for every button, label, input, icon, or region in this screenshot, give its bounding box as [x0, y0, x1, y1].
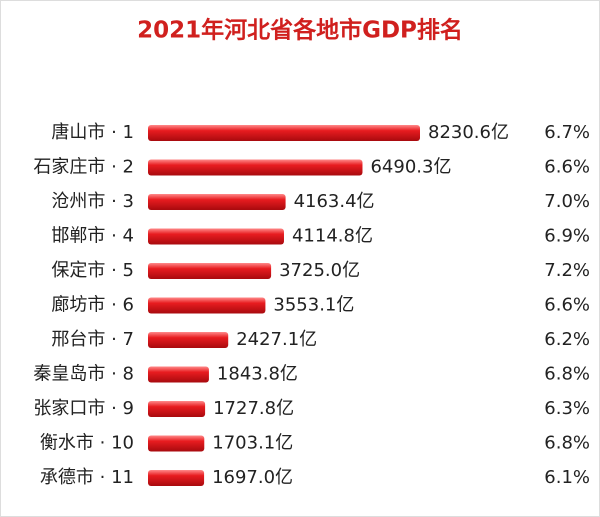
category-label: 沧州市 · 3	[51, 191, 134, 212]
value-label: 1697.0亿	[212, 467, 293, 488]
value-label: 4114.8亿	[292, 226, 373, 247]
value-label: 2427.1亿	[236, 329, 317, 350]
value-label: 1703.1亿	[212, 433, 293, 454]
category-label: 衡水市 · 10	[40, 433, 134, 454]
category-label: 张家口市 · 9	[33, 398, 134, 419]
growth-label: 7.2%	[544, 260, 590, 281]
value-label: 1843.8亿	[217, 364, 298, 385]
chart-title: 2021年河北省各地市GDP排名	[137, 17, 463, 44]
value-label: 1727.8亿	[213, 398, 294, 419]
category-label: 秦皇岛市 · 8	[33, 364, 134, 385]
bar	[148, 435, 205, 452]
bar	[148, 228, 284, 245]
value-label: 4163.4亿	[294, 191, 375, 212]
growth-label: 6.9%	[544, 226, 590, 247]
growth-label: 6.7%	[544, 122, 590, 143]
bar	[148, 159, 363, 176]
growth-label: 6.6%	[544, 157, 590, 178]
bar	[148, 297, 266, 314]
value-label: 6490.3亿	[370, 157, 451, 178]
category-label: 廊坊市 · 6	[51, 295, 134, 316]
growth-label: 6.8%	[544, 433, 590, 454]
category-label: 石家庄市 · 2	[33, 157, 134, 178]
category-label: 唐山市 · 1	[51, 122, 134, 143]
category-label: 保定市 · 5	[51, 260, 134, 281]
bar	[148, 366, 209, 383]
bar	[148, 470, 205, 486]
bar	[148, 125, 420, 141]
category-label: 邢台市 · 7	[51, 329, 134, 350]
bar	[148, 194, 286, 210]
growth-label: 6.8%	[544, 364, 590, 385]
value-label: 8230.6亿	[428, 122, 509, 143]
value-label: 3725.0亿	[279, 260, 360, 281]
bar	[148, 263, 272, 279]
bar	[148, 401, 206, 417]
growth-label: 7.0%	[544, 191, 590, 212]
growth-label: 6.1%	[544, 467, 590, 488]
category-label: 邯郸市 · 4	[51, 226, 134, 247]
growth-label: 6.6%	[544, 295, 590, 316]
value-label: 3553.1亿	[273, 295, 354, 316]
category-label: 承德市 · 11	[40, 467, 134, 488]
bar	[148, 332, 229, 348]
growth-label: 6.3%	[544, 398, 590, 419]
growth-label: 6.2%	[544, 329, 590, 350]
